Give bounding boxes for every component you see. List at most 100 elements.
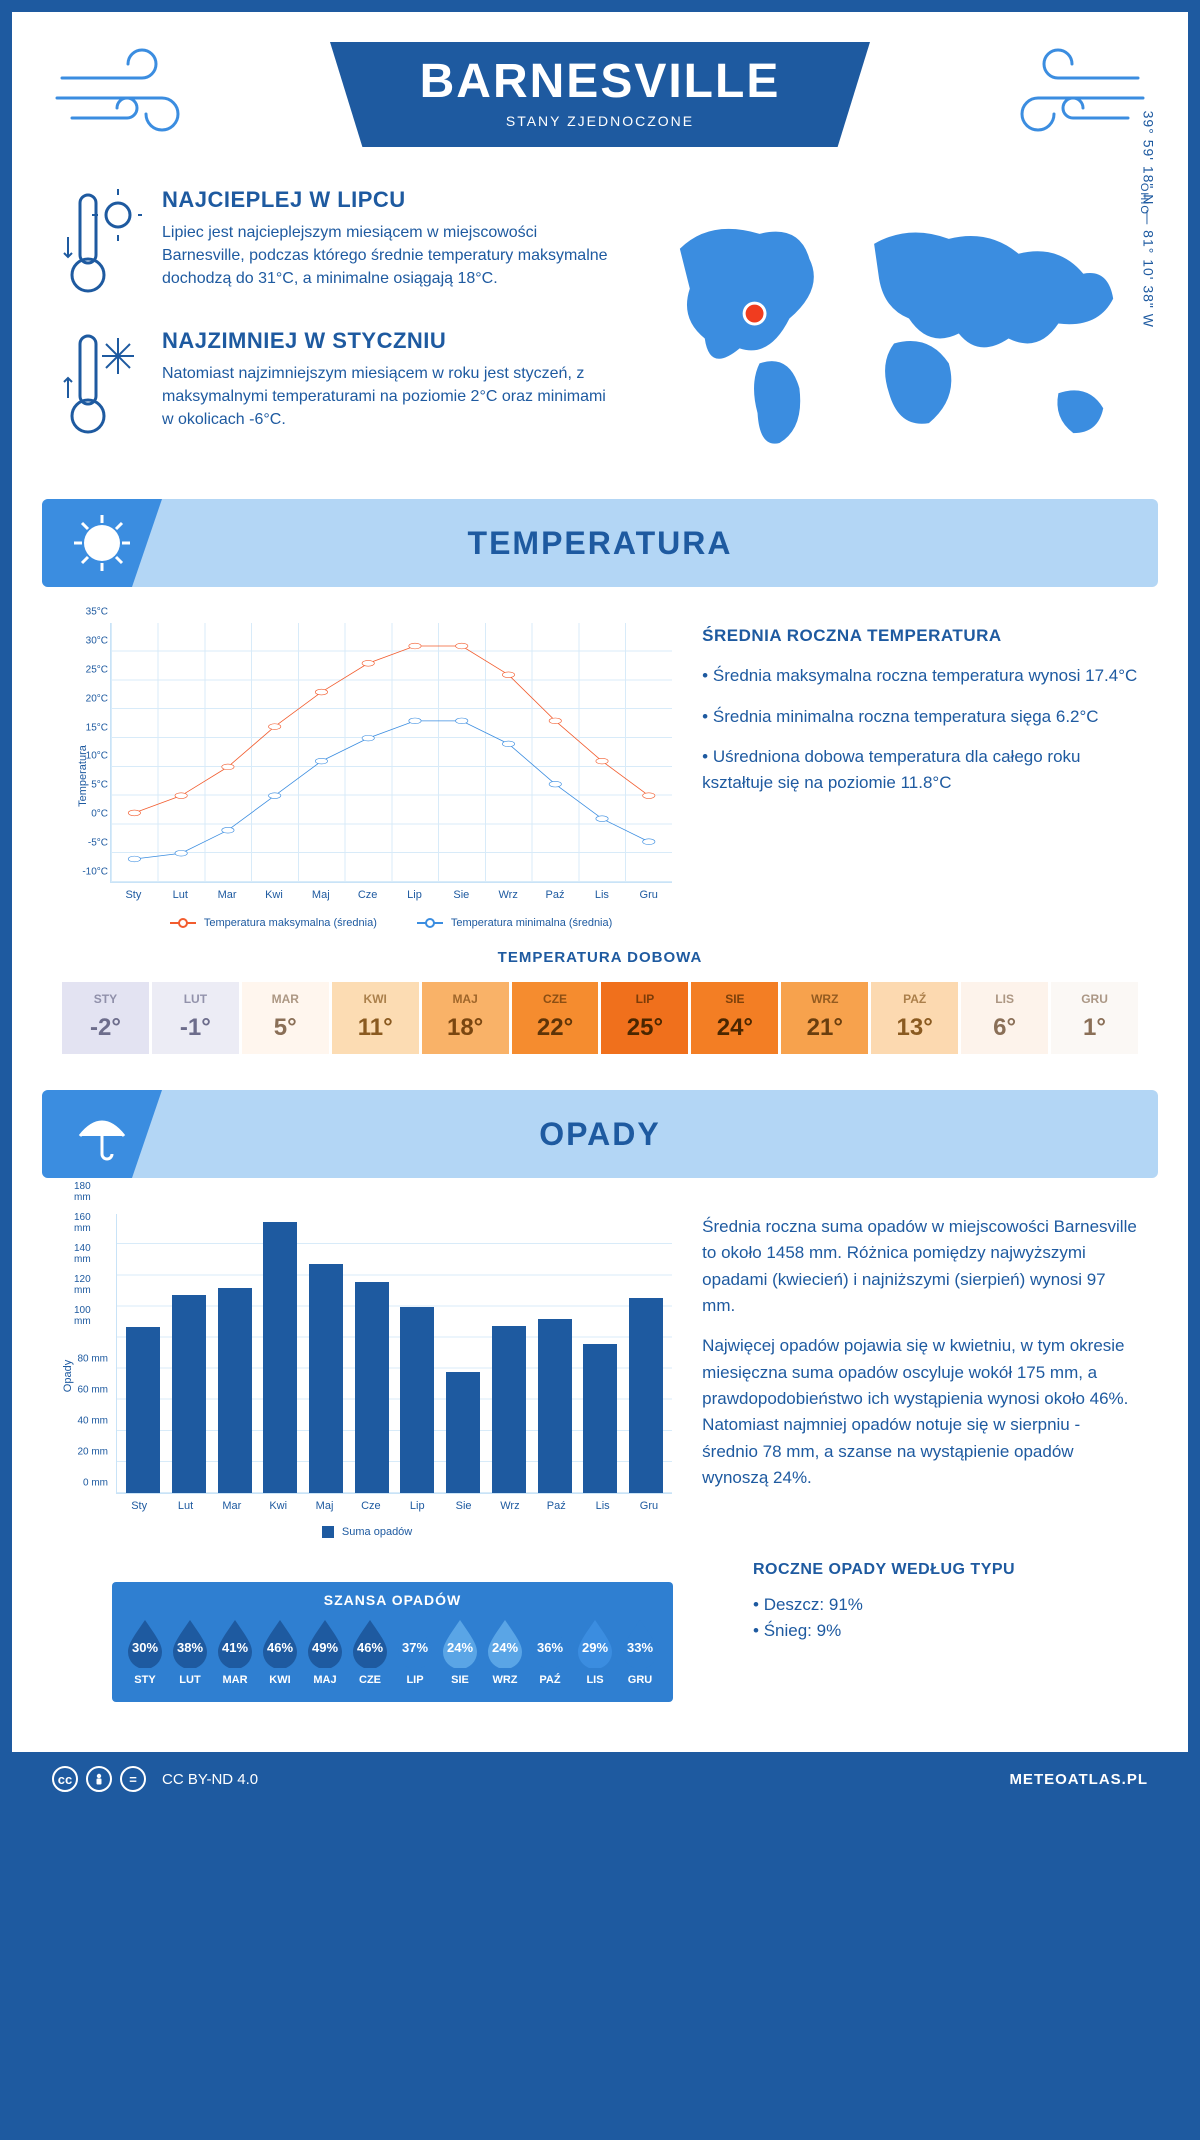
nd-icon: = [120, 1766, 146, 1792]
daily-temperature: TEMPERATURA DOBOWA STY-2°LUT-1°MAR5°KWI1… [12, 949, 1188, 1090]
wind-icon [998, 48, 1148, 138]
precip-chance-cell: 46%CZE [349, 1618, 391, 1686]
precip-x-ticks: StyLutMarKwiMajCzeLipSieWrzPaźLisGru [116, 1500, 672, 1512]
legend-item: Temperatura maksymalna (średnia) [170, 917, 377, 929]
daily-temp-title: TEMPERATURA DOBOWA [62, 949, 1138, 966]
temperature-chart: Temperatura -10°C-5°C0°C5°C10°C15°C20°C2… [62, 623, 672, 929]
precip-bar [263, 1222, 297, 1493]
footer-brand: METEOATLAS.PL [1009, 1771, 1148, 1788]
precip-bar [309, 1264, 343, 1493]
temp-summary-item: Średnia minimalna roczna temperatura się… [702, 704, 1138, 730]
temperature-summary: ŚREDNIA ROCZNA TEMPERATURA Średnia maksy… [702, 623, 1138, 929]
precip-legend-label: Suma opadów [342, 1526, 412, 1538]
wind-icon [52, 48, 202, 138]
by-icon [86, 1766, 112, 1792]
temperature-heading: TEMPERATURA [468, 525, 733, 562]
precip-bar [629, 1298, 663, 1493]
daily-temp-cell: LUT-1° [152, 982, 239, 1054]
precip-chance-cell: 33%GRU [619, 1618, 661, 1686]
precip-bar [446, 1372, 480, 1493]
precip-bar [400, 1307, 434, 1493]
intro-row: NAJCIEPLEJ W LIPCU Lipiec jest najcieple… [12, 187, 1188, 499]
precip-type-item: Śnieg: 9% [753, 1618, 1138, 1644]
city-title: BARNESVILLE [410, 54, 790, 109]
sun-icon [42, 499, 162, 587]
warmest-fact: NAJCIEPLEJ W LIPCU Lipiec jest najcieple… [62, 187, 610, 302]
daily-temp-cell: CZE22° [512, 982, 599, 1054]
daily-temp-cell: LIS6° [961, 982, 1048, 1054]
precip-summary-para: Średnia roczna suma opadów w miejscowośc… [702, 1214, 1138, 1319]
coldest-fact: NAJZIMNIEJ W STYCZNIU Natomiast najzimni… [62, 328, 610, 443]
title-banner: BARNESVILLE STANY ZJEDNOCZONE [330, 42, 870, 147]
precip-chance-cell: 24%WRZ [484, 1618, 526, 1686]
precipitation-header: OPADY [42, 1090, 1158, 1178]
precip-chance-drops: 30%STY38%LUT41%MAR46%KWI49%MAJ46%CZE37%L… [124, 1618, 661, 1686]
precip-plot-area [116, 1214, 672, 1494]
precip-chance-title: SZANSA OPADÓW [124, 1592, 661, 1608]
daily-temp-cell: WRZ21° [781, 982, 868, 1054]
precip-chance-cell: 29%LIS [574, 1618, 616, 1686]
precip-y-axis-label: Opady [62, 1360, 74, 1392]
precip-chance-cell: 38%LUT [169, 1618, 211, 1686]
legend-item: Temperatura minimalna (średnia) [417, 917, 612, 929]
thermometer-cold-icon [62, 328, 142, 443]
precipitation-chart: Opady 0 mm20 mm40 mm60 mm80 mm100 mm120 … [62, 1214, 672, 1538]
precip-bar [172, 1295, 206, 1493]
temp-summary-title: ŚREDNIA ROCZNA TEMPERATURA [702, 623, 1138, 649]
precipitation-body: Opady 0 mm20 mm40 mm60 mm80 mm100 mm120 … [12, 1178, 1188, 1558]
daily-temp-cell: LIP25° [601, 982, 688, 1054]
temp-y-ticks: -10°C-5°C0°C5°C10°C15°C20°C25°C30°C35°C [74, 623, 108, 883]
precip-chance-cell: 41%MAR [214, 1618, 256, 1686]
precip-bar [492, 1326, 526, 1493]
precip-chance-cell: 46%KWI [259, 1618, 301, 1686]
precip-chance-cell: 30%STY [124, 1618, 166, 1686]
coldest-text: Natomiast najzimniejszym miesiącem w rok… [162, 362, 610, 432]
temp-plot-area [110, 623, 672, 883]
precip-bar [355, 1282, 389, 1493]
temp-summary-item: Uśredniona dobowa temperatura dla całego… [702, 744, 1138, 797]
header: BARNESVILLE STANY ZJEDNOCZONE [12, 12, 1188, 187]
coldest-title: NAJZIMNIEJ W STYCZNIU [162, 328, 610, 354]
coordinates-label: 39° 59' 18" N — 81° 10' 38" W [1140, 111, 1156, 328]
precip-chance-cell: 24%SIE [439, 1618, 481, 1686]
intro-facts: NAJCIEPLEJ W LIPCU Lipiec jest najcieple… [62, 187, 610, 469]
precipitation-heading: OPADY [539, 1116, 660, 1153]
daily-temp-grid: STY-2°LUT-1°MAR5°KWI11°MAJ18°CZE22°LIP25… [62, 982, 1138, 1054]
daily-temp-cell: MAR5° [242, 982, 329, 1054]
page: BARNESVILLE STANY ZJEDNOCZONE NAJCIEPLEJ… [0, 0, 1200, 1818]
precip-summary-para: Najwięcej opadów pojawia się w kwietniu,… [702, 1333, 1138, 1491]
daily-temp-cell: KWI11° [332, 982, 419, 1054]
precip-chance-cell: 49%MAJ [304, 1618, 346, 1686]
cc-license: cc = CC BY-ND 4.0 [52, 1766, 258, 1792]
precip-chance-cell: 36%PAŹ [529, 1618, 571, 1686]
precip-chance-cell: 37%LIP [394, 1618, 436, 1686]
cc-icon: cc [52, 1766, 78, 1792]
precipitation-lower: SZANSA OPADÓW 30%STY38%LUT41%MAR46%KWI49… [12, 1558, 1188, 1752]
daily-temp-cell: GRU1° [1051, 982, 1138, 1054]
precip-by-type-title: ROCZNE OPADY WEDŁUG TYPU [753, 1558, 1138, 1582]
temperature-header: TEMPERATURA [42, 499, 1158, 587]
precip-chance-box: SZANSA OPADÓW 30%STY38%LUT41%MAR46%KWI49… [112, 1582, 673, 1702]
daily-temp-cell: MAJ18° [422, 982, 509, 1054]
license-text: CC BY-ND 4.0 [162, 1771, 258, 1788]
precip-bar [583, 1344, 617, 1493]
precip-by-type: ROCZNE OPADY WEDŁUG TYPU Deszcz: 91%Śnie… [753, 1558, 1138, 1643]
precip-type-item: Deszcz: 91% [753, 1592, 1138, 1618]
temp-summary-item: Średnia maksymalna roczna temperatura wy… [702, 663, 1138, 689]
daily-temp-cell: STY-2° [62, 982, 149, 1054]
warmest-text: Lipiec jest najcieplejszym miesiącem w m… [162, 221, 610, 291]
daily-temp-cell: SIE24° [691, 982, 778, 1054]
precip-bar [126, 1327, 160, 1493]
footer: cc = CC BY-ND 4.0 METEOATLAS.PL [12, 1752, 1188, 1806]
world-map-box: OHIO 39° 59' 18" N — 81° 10' 38" W [640, 187, 1138, 469]
temperature-body: Temperatura -10°C-5°C0°C5°C10°C15°C20°C2… [12, 587, 1188, 949]
temp-x-ticks: StyLutMarKwiMajCzeLipSieWrzPaźLisGru [110, 889, 672, 901]
temp-legend: Temperatura maksymalna (średnia) Temperat… [110, 917, 672, 929]
umbrella-icon [42, 1090, 162, 1178]
daily-temp-cell: PAŹ13° [871, 982, 958, 1054]
precip-legend: Suma opadów [62, 1526, 672, 1538]
thermometer-hot-icon [62, 187, 142, 302]
precip-bar [218, 1288, 252, 1493]
country-subtitle: STANY ZJEDNOCZONE [410, 113, 790, 129]
warmest-title: NAJCIEPLEJ W LIPCU [162, 187, 610, 213]
